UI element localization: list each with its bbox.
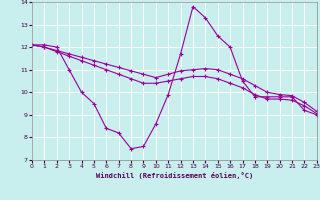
X-axis label: Windchill (Refroidissement éolien,°C): Windchill (Refroidissement éolien,°C) [96,172,253,179]
